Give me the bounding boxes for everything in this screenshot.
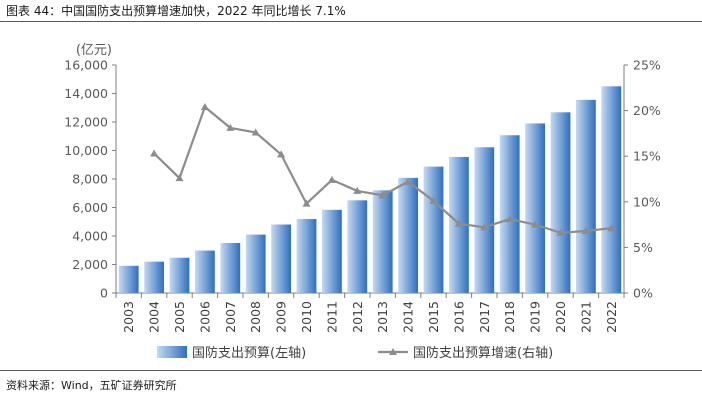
figure-title: 图表 44：中国国防支出预算增速加快，2022 年同比增长 7.1% — [6, 4, 346, 18]
x-tick-label: 2022 — [604, 301, 619, 333]
x-tick-label: 2010 — [299, 301, 314, 333]
x-tick-label: 2012 — [350, 301, 365, 333]
x-tick-label: 2015 — [426, 301, 441, 333]
left-tick-label: 4,000 — [72, 229, 108, 244]
bar — [194, 250, 215, 293]
line-point-marker — [454, 219, 463, 227]
x-tick-label: 2019 — [528, 301, 543, 333]
legend: 国防支出预算(左轴) 国防支出预算增速(右轴) — [157, 345, 553, 361]
left-tick-label: 10,000 — [64, 143, 108, 158]
x-tick-label: 2007 — [223, 301, 238, 333]
line-point-marker — [150, 149, 159, 157]
left-tick-label: 0 — [100, 286, 108, 301]
legend-line-marker — [389, 348, 397, 355]
line-point-marker — [175, 174, 184, 182]
bar — [575, 99, 596, 293]
line-series — [150, 102, 616, 236]
x-tick-label: 2009 — [274, 301, 289, 333]
left-tick-label: 14,000 — [64, 86, 108, 101]
left-tick-label: 2,000 — [72, 257, 108, 272]
line-point-marker — [480, 223, 489, 231]
right-tick-label: 10% — [633, 194, 661, 209]
bar — [372, 190, 393, 293]
x-tick-label: 2008 — [248, 301, 263, 333]
x-tick-label: 2011 — [324, 301, 339, 333]
unit-label: (亿元) — [76, 43, 112, 58]
bar — [169, 257, 190, 293]
bar — [220, 242, 241, 293]
bar — [296, 219, 317, 293]
right-tick-label: 15% — [633, 149, 661, 164]
x-tick-label: 2003 — [121, 301, 136, 333]
right-tick-label: 0% — [633, 286, 653, 301]
bar-series — [118, 86, 622, 294]
line-point-marker — [277, 150, 286, 158]
left-tick-label: 8,000 — [72, 172, 108, 187]
right-tick-label: 20% — [633, 103, 661, 118]
bar — [321, 209, 342, 293]
x-tick-label: 2004 — [147, 301, 162, 333]
bar — [347, 200, 368, 293]
bar — [271, 224, 292, 293]
line-point-marker — [378, 191, 387, 199]
bar — [601, 86, 622, 294]
line-point-marker — [505, 215, 514, 223]
line-point-marker — [327, 175, 336, 183]
line-point-marker — [302, 199, 311, 207]
x-tick-label: 2017 — [477, 301, 492, 333]
line-point-marker — [353, 186, 362, 194]
bar — [525, 123, 546, 294]
bar — [398, 177, 419, 293]
right-tick-label: 25% — [633, 58, 661, 73]
left-tick-label: 6,000 — [72, 200, 108, 215]
line-point-marker — [607, 224, 616, 232]
x-tick-label: 2005 — [172, 301, 187, 333]
x-tick-label: 2013 — [375, 301, 390, 333]
line-point-marker — [251, 128, 260, 136]
x-tick-label: 2020 — [553, 301, 568, 333]
line-point-marker — [556, 228, 565, 236]
x-tick-label: 2016 — [451, 301, 466, 333]
legend-bar-label: 国防支出预算(左轴) — [192, 345, 306, 361]
bottom-divider — [0, 370, 702, 371]
line-point-marker — [200, 102, 209, 110]
line-point-marker — [404, 177, 413, 185]
bar — [474, 147, 495, 293]
bar — [144, 261, 165, 293]
axes: 0 2,000 4,000 6,000 8,000 10,000 12,000 14,000 1… — [64, 58, 661, 333]
x-tick-label: 2006 — [197, 301, 212, 333]
legend-bar-swatch — [157, 346, 187, 358]
legend-line-label: 国防支出预算增速(右轴) — [413, 345, 553, 361]
left-tick-label: 16,000 — [64, 58, 108, 73]
line-point-marker — [581, 226, 590, 234]
bar — [550, 112, 571, 293]
x-tick-label: 2021 — [578, 301, 593, 333]
top-divider — [0, 21, 702, 22]
line-point-marker — [226, 123, 235, 131]
line-point-marker — [531, 220, 540, 228]
left-tick-label: 12,000 — [64, 115, 108, 130]
bar — [118, 265, 139, 293]
right-tick-label: 5% — [633, 240, 653, 255]
x-tick-label: 2018 — [502, 301, 517, 333]
line-point-marker — [429, 196, 438, 204]
bar — [423, 166, 444, 293]
x-tick-label: 2014 — [401, 301, 416, 333]
source-note: 资料来源：Wind，五矿证券研究所 — [6, 379, 177, 392]
bar — [245, 234, 266, 293]
bar — [499, 135, 520, 293]
